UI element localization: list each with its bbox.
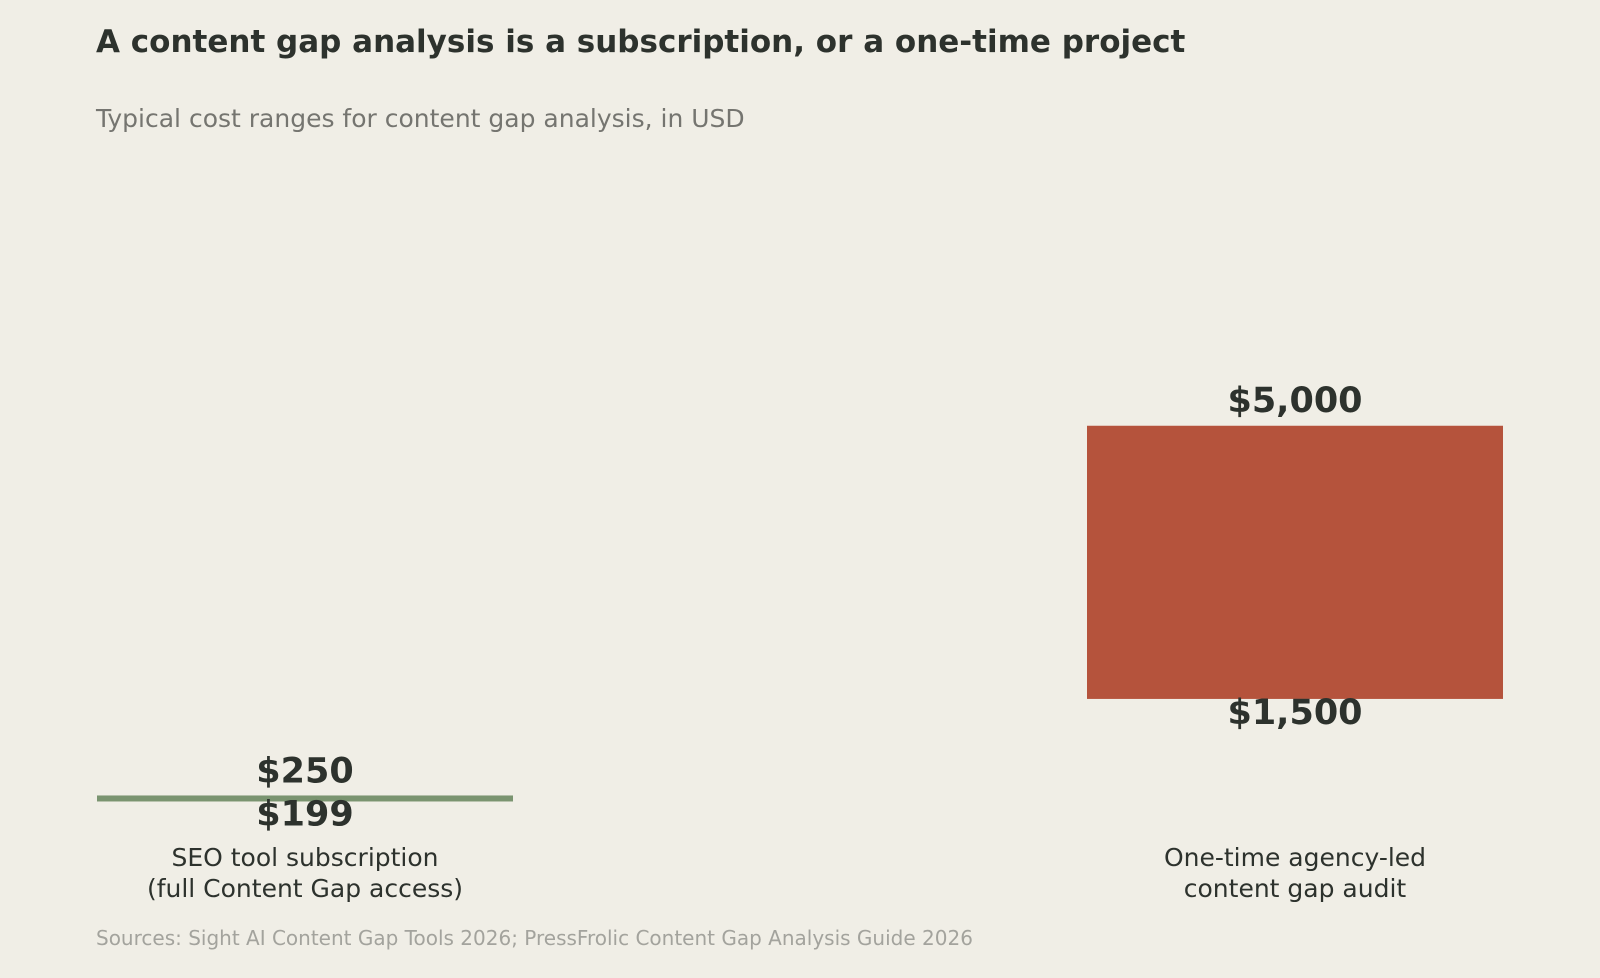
source-note: Sources: Sight AI Content Gap Tools 2026… [96, 926, 973, 950]
value-label-low-agency: $1,500 [1227, 693, 1362, 733]
value-label-low-subscription: $199 [256, 794, 353, 834]
category-label-subscription: SEO tool subscription [171, 843, 438, 872]
category-label-agency: One-time agency-led [1164, 843, 1426, 872]
range-bar-subscription [97, 795, 513, 802]
value-label-high-subscription: $250 [256, 751, 353, 791]
chart-title: A content gap analysis is a subscription… [96, 24, 1186, 60]
range-bar-agency [1087, 425, 1503, 699]
value-label-high-agency: $5,000 [1227, 381, 1362, 421]
category-label-subscription: (full Content Gap access) [147, 874, 463, 903]
category-label-agency: content gap audit [1184, 874, 1407, 903]
chart-subtitle: Typical cost ranges for content gap anal… [96, 104, 745, 133]
